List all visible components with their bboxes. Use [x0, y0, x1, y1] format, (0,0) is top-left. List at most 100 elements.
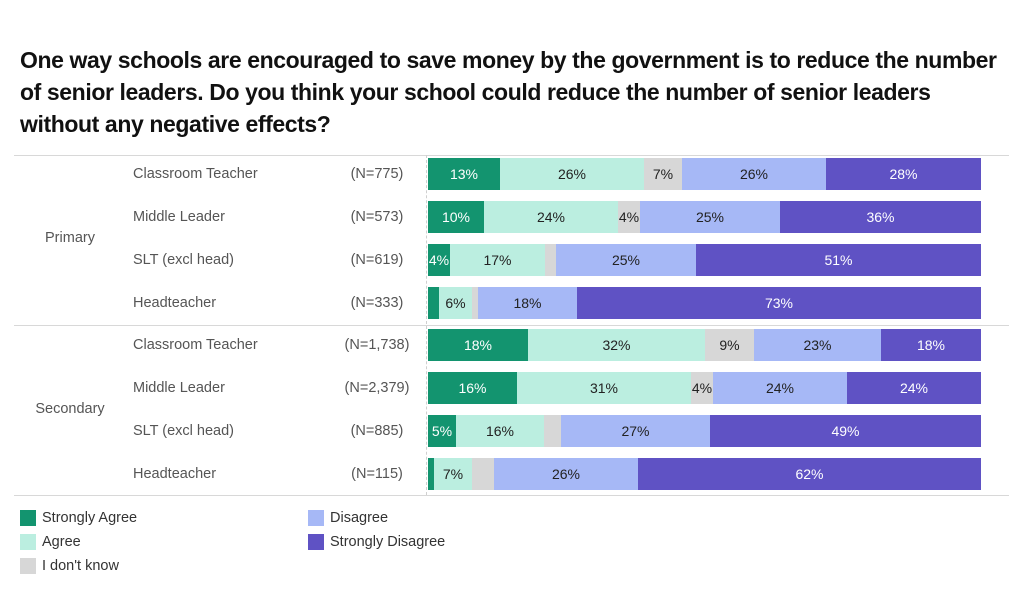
- data-label: 24%: [536, 209, 566, 225]
- legend-item-disagree: Disagree: [308, 510, 388, 526]
- bar-segment-strongly-disagree: 51%: [696, 244, 981, 276]
- legend-label: Strongly Agree: [42, 510, 138, 526]
- bar-segment-disagree: 23%: [754, 329, 881, 361]
- bar-segment-dont-know: [544, 415, 561, 447]
- data-label: 4%: [428, 252, 450, 268]
- bar-segment-disagree: 25%: [640, 201, 780, 233]
- bar-segment-dont-know: 9%: [705, 329, 754, 361]
- data-label: 16%: [458, 380, 487, 396]
- data-label: 6%: [445, 295, 466, 311]
- bar-segment-disagree: 18%: [478, 287, 577, 319]
- bar-segment-disagree: 26%: [494, 458, 638, 490]
- data-label: 7%: [652, 166, 674, 182]
- bar-segment-disagree: 27%: [561, 415, 710, 447]
- bar-segment-strongly-disagree: 73%: [577, 287, 981, 319]
- category-label: Middle Leader: [133, 380, 225, 396]
- table-bottom-divider: [14, 495, 1009, 496]
- sample-size-label: (N=573): [350, 209, 404, 225]
- sample-size-label: (N=885): [350, 423, 404, 439]
- category-label: Headteacher: [133, 295, 217, 311]
- bar-segment-agree: 26%: [500, 158, 644, 190]
- stacked-bar: 18% 32% 9% 23% 18%: [428, 329, 981, 361]
- data-label: 32%: [602, 337, 631, 353]
- data-label: 18%: [463, 337, 493, 353]
- data-label: 16%: [485, 423, 515, 439]
- bar-segment-strongly-disagree: 36%: [780, 201, 981, 233]
- bar-segment-strongly-disagree: 49%: [710, 415, 981, 447]
- category-label: Middle Leader: [133, 209, 225, 225]
- bar-segment-dont-know: [472, 458, 494, 490]
- data-label: 25%: [695, 209, 725, 225]
- legend-swatch: [308, 510, 324, 526]
- legend-swatch: [20, 558, 36, 574]
- stacked-bar: 10% 24% 4% 25% 36%: [428, 201, 981, 233]
- stacked-bar: 4% 17% 25% 51%: [428, 244, 981, 276]
- sample-size-label: (N=2,379): [344, 380, 410, 396]
- bar-segment-strongly-agree: [428, 458, 434, 490]
- category-label: SLT (excl head): [133, 423, 235, 439]
- data-label: 9%: [719, 337, 740, 353]
- legend-swatch: [20, 534, 36, 550]
- chart-title: One way schools are encouraged to save m…: [20, 47, 997, 137]
- data-label: 24%: [765, 380, 795, 396]
- data-label: 27%: [621, 423, 650, 439]
- legend-label: I don't know: [42, 558, 119, 574]
- legend-swatch: [308, 534, 324, 550]
- data-label: 5%: [431, 423, 453, 439]
- sample-size-label: (N=619): [350, 252, 404, 268]
- bar-segment-strongly-agree: 16%: [428, 372, 517, 404]
- data-label: 36%: [866, 209, 895, 225]
- category-label: Headteacher: [133, 466, 217, 482]
- category-label: SLT (excl head): [133, 252, 235, 268]
- data-label: 73%: [764, 295, 794, 311]
- legend-label: Disagree: [330, 510, 389, 526]
- bar-segment-strongly-agree: 10%: [428, 201, 484, 233]
- data-label: 28%: [889, 166, 918, 182]
- bar-segment-agree: 16%: [456, 415, 544, 447]
- sample-size-label: (N=115): [351, 466, 403, 482]
- data-label: 62%: [795, 466, 824, 482]
- bar-segment-disagree: 25%: [556, 244, 696, 276]
- bar-segment-strongly-agree: 5%: [428, 415, 456, 447]
- category-label: Classroom Teacher: [133, 166, 258, 182]
- bar-segment-strongly-agree: 18%: [428, 329, 528, 361]
- bar-segment-strongly-agree: [428, 287, 439, 319]
- sample-size-label: (N=775): [350, 166, 404, 182]
- legend-item-agree: Agree: [20, 534, 81, 550]
- bar-segment-strongly-disagree: 24%: [847, 372, 981, 404]
- axis-baseline: [426, 155, 427, 495]
- bar-segment-disagree: 24%: [713, 372, 847, 404]
- data-label: 4%: [691, 380, 713, 396]
- stacked-bar: 5% 16% 27% 49%: [428, 415, 981, 447]
- legend-label: Agree: [42, 534, 81, 550]
- data-label: 10%: [441, 209, 471, 225]
- legend-item-strongly-agree: Strongly Agree: [20, 510, 137, 526]
- data-label: 26%: [551, 466, 581, 482]
- bar-segment-dont-know: 7%: [644, 158, 682, 190]
- bar-segment-strongly-disagree: 28%: [826, 158, 981, 190]
- bar-segment-agree: 31%: [517, 372, 691, 404]
- bar-segment-dont-know: 4%: [618, 201, 640, 233]
- bar-segment-dont-know: [472, 287, 478, 319]
- data-label: 17%: [483, 252, 512, 268]
- legend-label: Strongly Disagree: [330, 534, 446, 550]
- legend-item-strongly-disagree: Strongly Disagree: [308, 534, 445, 550]
- category-label: Classroom Teacher: [133, 337, 258, 353]
- data-label: 7%: [442, 466, 464, 482]
- data-label: 24%: [899, 380, 929, 396]
- legend-swatch: [20, 510, 36, 526]
- legend-item-dont-know: I don't know: [20, 558, 119, 574]
- bar-segment-agree: 32%: [528, 329, 705, 361]
- group-divider: [14, 325, 1009, 326]
- bar-segment-strongly-disagree: 62%: [638, 458, 981, 490]
- data-label: 31%: [589, 380, 619, 396]
- data-label: 26%: [739, 166, 769, 182]
- bar-segment-strongly-disagree: 18%: [881, 329, 981, 361]
- data-label: 18%: [916, 337, 946, 353]
- bar-segment-strongly-agree: 4%: [428, 244, 450, 276]
- data-label: 18%: [513, 295, 542, 311]
- stacked-bar: 6% 18% 73%: [428, 287, 981, 319]
- bar-segment-strongly-agree: 13%: [428, 158, 500, 190]
- group-label-secondary: Secondary: [35, 401, 105, 417]
- data-label: 26%: [557, 166, 587, 182]
